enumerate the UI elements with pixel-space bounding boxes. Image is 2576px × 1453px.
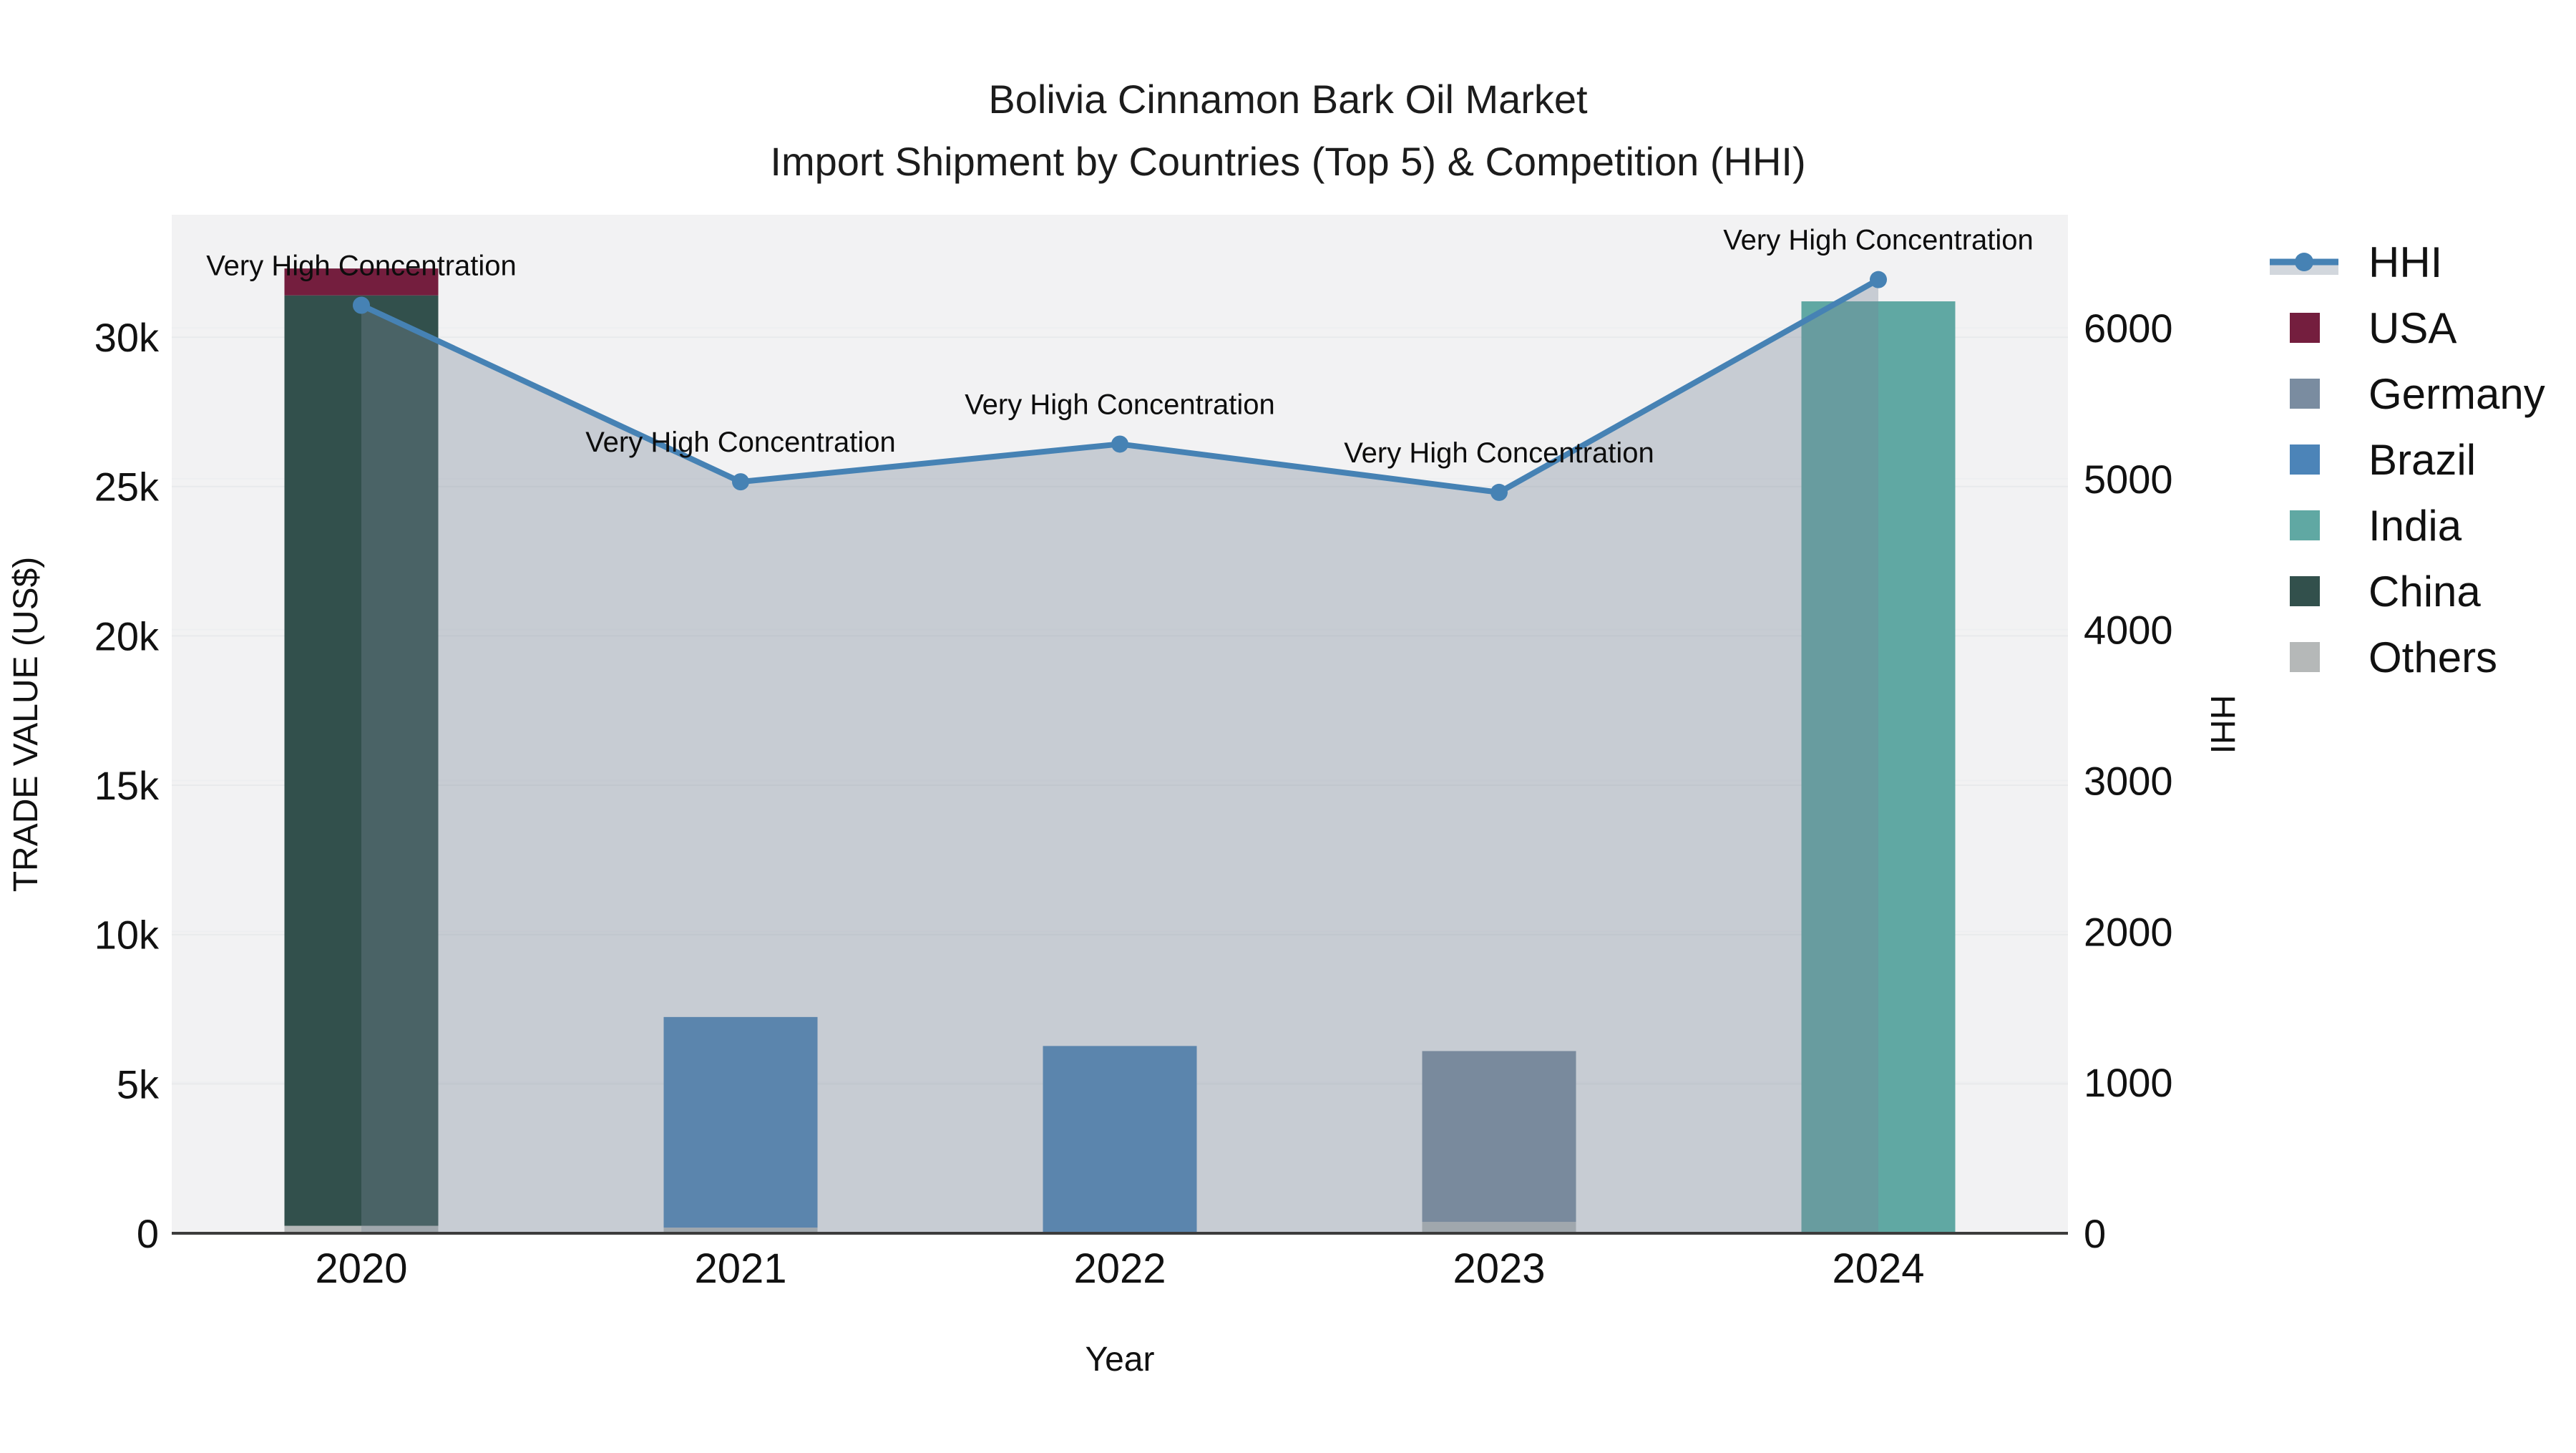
annotation-2024: Very High Concentration (1723, 225, 2034, 256)
bar-germany-2023[interactable] (1422, 1051, 1576, 1223)
legend-swatch-others (2290, 642, 2320, 672)
bar-india-2024[interactable] (1801, 301, 1956, 1234)
hhi-marker-2024[interactable] (1870, 271, 1887, 288)
legend-item-others[interactable]: Others (2290, 633, 2497, 681)
y-right-tick-6000: 6000 (2084, 306, 2173, 351)
y-right-tick-1000: 1000 (2084, 1060, 2173, 1105)
y-right-tick-2000: 2000 (2084, 909, 2173, 954)
legend-item-germany[interactable]: Germany (2290, 370, 2545, 418)
legend: HHI USA Germany Brazil India China Others (2270, 238, 2545, 681)
hhi-marker-2023[interactable] (1491, 483, 1508, 501)
hhi-legend-marker (2295, 253, 2313, 271)
bar-others-2021[interactable] (663, 1228, 818, 1233)
bar-others-2020[interactable] (284, 1225, 439, 1233)
hhi-marker-2022[interactable] (1111, 435, 1128, 453)
hhi-marker-2021[interactable] (732, 473, 749, 491)
y-right-tick-0: 0 (2084, 1211, 2106, 1256)
y-right-tick-3000: 3000 (2084, 759, 2173, 804)
legend-label-usa: USA (2368, 304, 2457, 352)
y-right-tick-5000: 5000 (2084, 457, 2173, 502)
legend-label-germany: Germany (2368, 370, 2545, 418)
y-right-axis-title: HHI (2203, 695, 2241, 754)
legend-swatch-brazil (2290, 444, 2320, 475)
legend-item-usa[interactable]: USA (2290, 304, 2457, 352)
legend-swatch-china (2290, 576, 2320, 606)
y-left-tick-30k: 30k (94, 315, 160, 360)
legend-swatch-india (2290, 510, 2320, 540)
legend-item-hhi[interactable]: HHI (2270, 238, 2442, 286)
annotation-2021: Very High Concentration (585, 427, 896, 458)
legend-swatch-usa (2290, 313, 2320, 343)
y-right-tick-4000: 4000 (2084, 608, 2173, 653)
bar-usa-2020[interactable] (284, 268, 439, 296)
y-left-tick-0: 0 (137, 1211, 159, 1256)
y-left-tick-25k: 25k (94, 465, 160, 510)
bar-china-2020[interactable] (284, 295, 439, 1226)
bar-brazil-2022[interactable] (1043, 1046, 1197, 1233)
chart-title-line2: Import Shipment by Countries (Top 5) & C… (770, 139, 1805, 184)
annotation-2022: Very High Concentration (965, 389, 1275, 420)
y-left-tick-10k: 10k (94, 913, 160, 958)
bar-others-2023[interactable] (1422, 1222, 1576, 1233)
x-tick-2023: 2023 (1453, 1245, 1545, 1292)
x-tick-2020: 2020 (315, 1245, 407, 1292)
legend-label-others: Others (2368, 633, 2497, 681)
legend-label-hhi: HHI (2368, 238, 2442, 286)
annotation-2020: Very High Concentration (206, 250, 517, 281)
y-left-tick-15k: 15k (94, 763, 160, 808)
legend-label-brazil: Brazil (2368, 436, 2476, 484)
legend-item-brazil[interactable]: Brazil (2290, 436, 2476, 484)
legend-swatch-germany (2290, 379, 2320, 409)
legend-label-india: India (2368, 502, 2462, 550)
chart-title-line1: Bolivia Cinnamon Bark Oil Market (988, 77, 1588, 122)
annotation-2023: Very High Concentration (1344, 437, 1654, 469)
plot-area[interactable]: Very High Concentration Very High Concent… (94, 215, 2173, 1292)
legend-item-china[interactable]: China (2290, 568, 2481, 616)
bar-brazil-2021[interactable] (663, 1016, 818, 1228)
y-left-tick-20k: 20k (94, 613, 160, 659)
x-tick-2021: 2021 (694, 1245, 786, 1292)
y-left-tick-5k: 5k (117, 1061, 160, 1107)
hhi-marker-2020[interactable] (353, 296, 370, 314)
legend-item-india[interactable]: India (2290, 502, 2462, 550)
x-tick-2022: 2022 (1073, 1245, 1166, 1292)
y-left-axis-title: TRADE VALUE (US$) (7, 557, 45, 893)
x-axis-title: Year (1085, 1341, 1155, 1379)
x-tick-2024: 2024 (1832, 1245, 1924, 1292)
hhi-area-fill (361, 279, 1878, 1233)
legend-label-china: China (2368, 568, 2481, 616)
